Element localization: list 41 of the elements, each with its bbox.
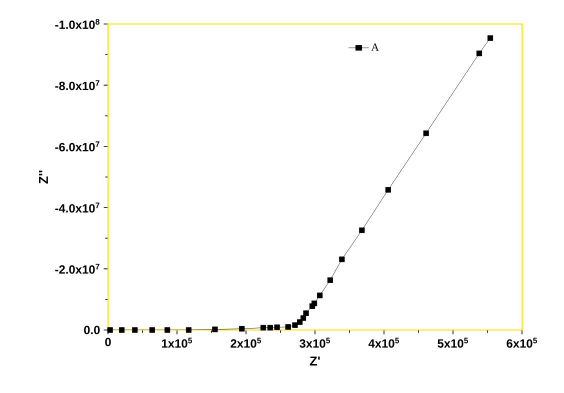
- point: [292, 322, 298, 328]
- point: [149, 327, 155, 333]
- point: [297, 319, 303, 325]
- x-axis-title: Z': [310, 356, 320, 366]
- point: [359, 227, 365, 234]
- x-tick-label: 0: [105, 338, 111, 346]
- point: [300, 315, 306, 321]
- y-tick-label: 0.0: [84, 326, 100, 334]
- y-tick-label: -1.0x10$^{8}$: [55, 18, 100, 29]
- point: [119, 327, 125, 333]
- y-tick-label: -6.0x10$^{7}$: [55, 141, 100, 152]
- point: [476, 50, 482, 56]
- point: [327, 277, 333, 283]
- x-tick-label: 5x10$^{5}$: [438, 338, 468, 348]
- x-tick-label: 4x10$^{5}$: [368, 338, 400, 348]
- x-tick-label: 3x10$^{5}$: [300, 338, 330, 348]
- point: [212, 326, 218, 332]
- point: [285, 324, 291, 330]
- point: [186, 327, 192, 333]
- point: [423, 130, 429, 136]
- point: [339, 256, 345, 262]
- point: [239, 326, 245, 332]
- point: [385, 187, 391, 193]
- point: [107, 327, 113, 333]
- point: [132, 327, 138, 333]
- point: [312, 300, 318, 306]
- y-tick-label: -8.0x10$^{7}$: [55, 80, 100, 90]
- x-tick-label: 2x10$^{5}$: [230, 338, 262, 348]
- x-tick-label: 6x10$^{5}$: [506, 338, 538, 348]
- point: [164, 327, 170, 333]
- point: [267, 324, 273, 330]
- y-tick-label: -2.0x10$^{7}$: [55, 264, 100, 274]
- y-tick-label: -4.0x10$^{7}$: [55, 202, 100, 213]
- point: [487, 35, 494, 41]
- x-tick-label: 1x10$^{5}$: [162, 338, 192, 348]
- point: [274, 324, 280, 330]
- y-axis-title: Z'': [39, 170, 48, 184]
- point: [317, 292, 323, 298]
- point: [303, 310, 309, 316]
- point: [260, 324, 266, 330]
- legend-label: A: [371, 43, 379, 51]
